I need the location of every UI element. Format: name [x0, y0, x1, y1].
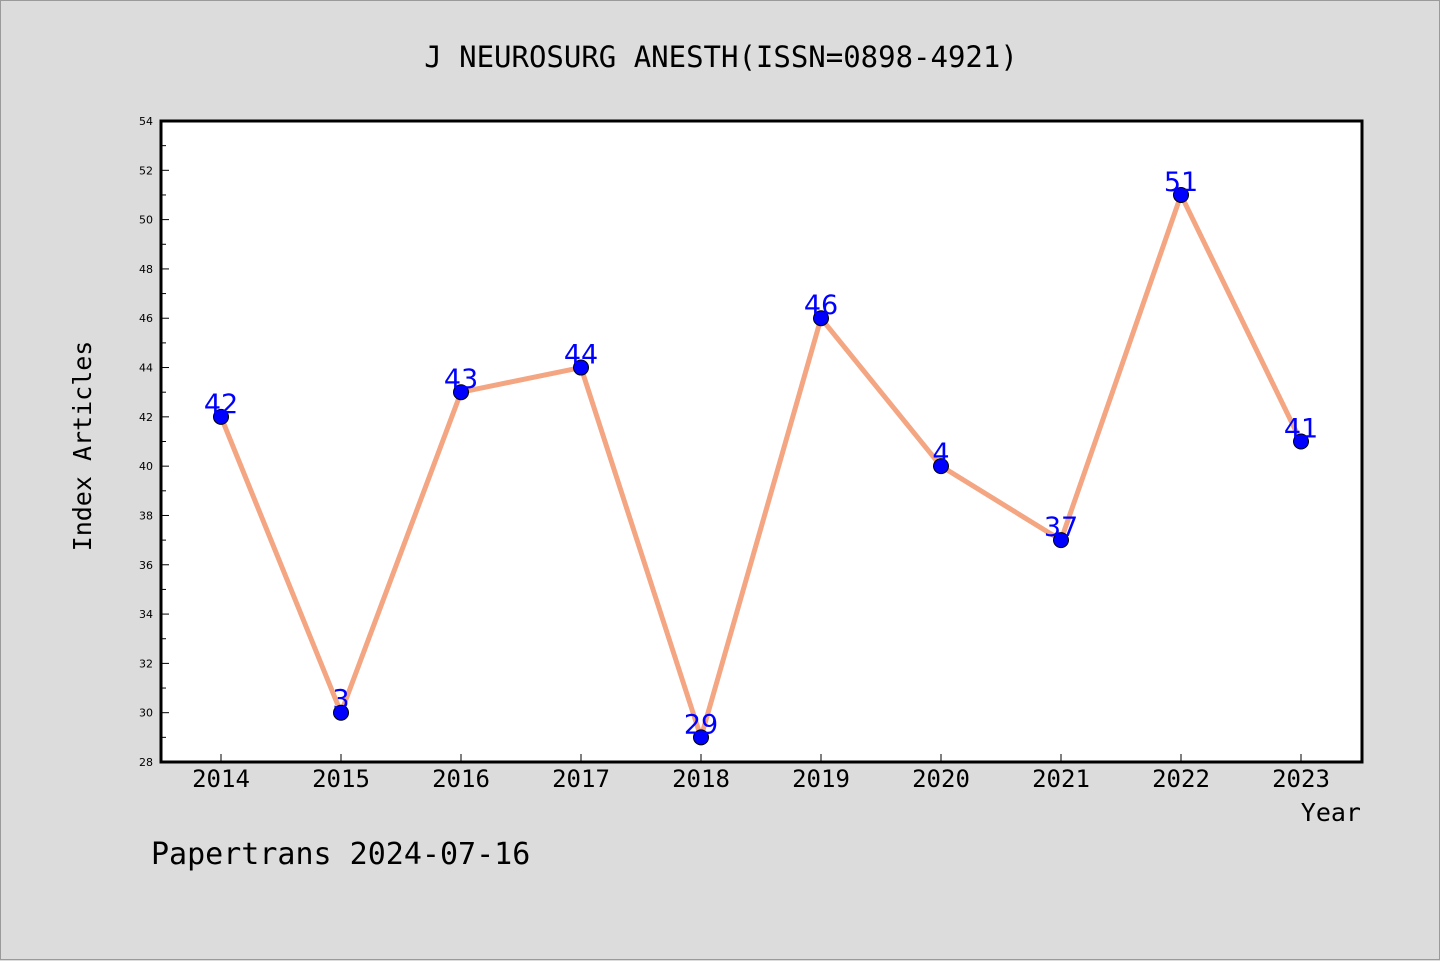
x-tick-label: 2018: [672, 765, 730, 793]
data-point: [1173, 186, 1189, 203]
data-point: [1053, 532, 1069, 549]
x-tick-label: 2020: [912, 765, 970, 793]
data-label: 29: [684, 709, 718, 740]
x-tick-label: 2023: [1272, 765, 1330, 793]
y-tick-label: 38: [139, 509, 153, 522]
data-point: [453, 384, 469, 401]
y-axis: 28 30 32 34 36 38 40 42 44 46 48 50 52 54: [139, 115, 169, 769]
data-label: 3: [332, 685, 349, 716]
x-tick-label: 2016: [432, 765, 490, 793]
y-tick-label: 32: [139, 657, 153, 670]
x-axis: 2014 2015 2016 2017 2018 2019 2020 2021 2022 2023: [192, 754, 1330, 793]
y-tick-label: 54: [139, 115, 153, 128]
y-tick-label: 44: [139, 362, 153, 375]
y-tick-label: 42: [139, 411, 153, 424]
series-line: [218, 192, 1304, 740]
data-label: 51: [1164, 167, 1198, 198]
plot-area: [159, 119, 1364, 764]
data-label: 37: [1044, 512, 1078, 543]
y-axis-label: Index Articles: [68, 341, 97, 552]
data-label: 41: [1284, 414, 1318, 445]
data-point: [333, 704, 349, 721]
y-tick-label: 36: [139, 559, 153, 572]
series-group: 42 3 43 44 29 46 4 37 51 41: [204, 167, 1318, 746]
y-tick-label: 46: [139, 312, 153, 325]
x-tick-label: 2021: [1032, 765, 1090, 793]
data-point: [813, 310, 829, 327]
data-point: [213, 408, 229, 425]
chart-title: J NEUROSURG ANESTH(ISSN=0898-4921): [424, 40, 1018, 74]
y-tick-label: 48: [139, 263, 153, 276]
data-label: 42: [204, 389, 238, 420]
x-tick-label: 2014: [192, 765, 250, 793]
data-label: 44: [564, 340, 598, 371]
data-label: 46: [804, 290, 838, 321]
y-tick-label: 34: [139, 608, 153, 621]
x-axis-label: Year: [1301, 798, 1361, 827]
data-label: 4: [932, 438, 949, 469]
y-tick-label: 52: [139, 164, 153, 177]
data-point: [573, 359, 589, 376]
y-tick-label: 50: [139, 214, 153, 227]
x-tick-label: 2022: [1152, 765, 1210, 793]
data-point: [693, 729, 709, 746]
x-tick-label: 2017: [552, 765, 610, 793]
footer-text: Papertrans 2024-07-16: [151, 837, 530, 872]
y-tick-label: 28: [139, 756, 153, 769]
data-point: [1293, 433, 1309, 450]
x-tick-label: 2015: [312, 765, 370, 793]
data-label: 43: [444, 364, 478, 395]
y-tick-label: 40: [139, 460, 153, 473]
y-tick-label: 30: [139, 707, 153, 720]
x-tick-label: 2019: [792, 765, 850, 793]
data-point: [933, 458, 949, 475]
